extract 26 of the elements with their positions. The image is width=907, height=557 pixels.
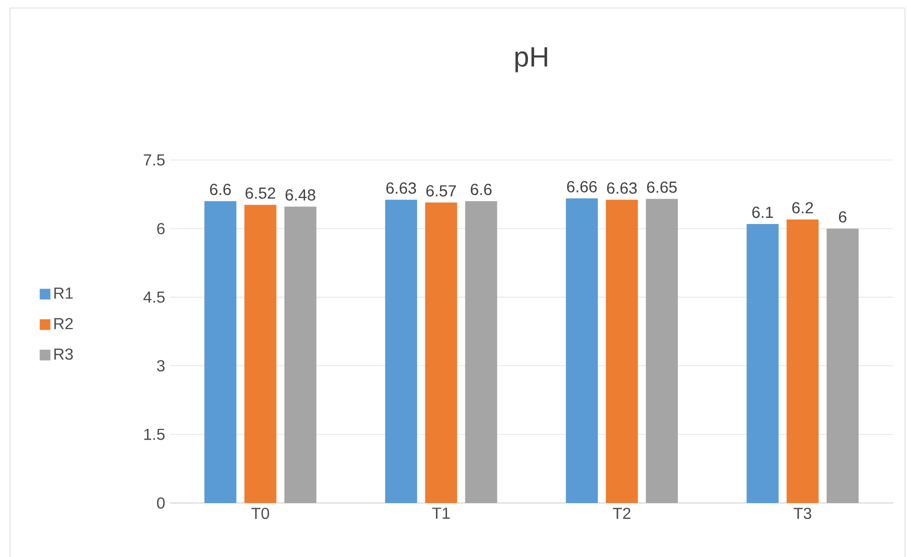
legend-label: R1 — [54, 288, 73, 299]
data-label: 6.6 — [210, 184, 231, 196]
legend-label: R3 — [54, 348, 73, 360]
data-label: 6.63 — [607, 182, 637, 194]
y-tick-label: 6 — [157, 222, 165, 234]
x-tick-label: T2 — [612, 508, 630, 519]
data-label: 6.57 — [426, 185, 456, 196]
x-tick-label: T0 — [251, 508, 270, 520]
data-label: 6 — [838, 211, 846, 223]
y-tick-label: 1.5 — [144, 428, 165, 440]
data-label: 6.52 — [246, 187, 276, 199]
data-label: 6.66 — [567, 181, 597, 192]
x-tick-label: T3 — [794, 508, 812, 520]
data-label: 6.2 — [792, 202, 813, 214]
data-label: 6.48 — [286, 189, 316, 201]
y-tick-label: 4.5 — [143, 292, 165, 303]
y-tick-label: 0 — [157, 497, 165, 509]
data-label: 6.1 — [752, 206, 773, 218]
data-label: 6.65 — [647, 182, 677, 193]
data-label: 6.6 — [470, 184, 492, 196]
legend-label: R2 — [54, 318, 73, 330]
chart-title: pH — [515, 47, 548, 72]
y-tick-label: 3 — [157, 360, 165, 372]
data-label: 6.63 — [386, 182, 416, 194]
y-tick-label: 7.5 — [144, 154, 165, 166]
x-tick-label: T1 — [432, 508, 450, 519]
